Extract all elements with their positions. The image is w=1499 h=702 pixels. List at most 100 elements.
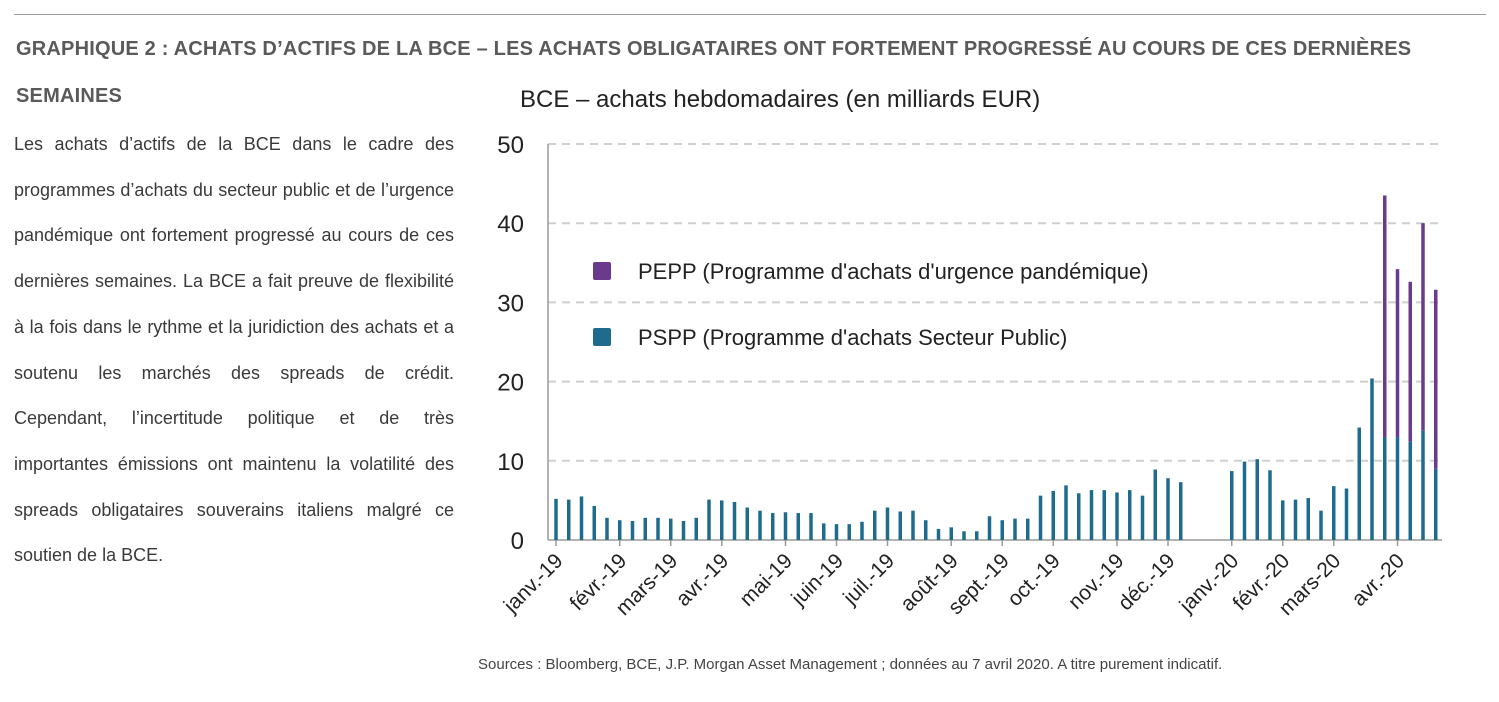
x-tick-label: juin-19: [786, 549, 848, 611]
bar-pspp: [1242, 461, 1247, 540]
y-tick-label: 20: [497, 370, 524, 397]
bar-pspp: [1268, 470, 1272, 540]
bar-pspp: [1357, 427, 1361, 540]
x-tick-label: sept.-19: [944, 549, 1014, 619]
bar-pspp: [987, 516, 992, 540]
bar-pspp: [1038, 495, 1043, 540]
bar-pspp: [1306, 498, 1310, 540]
bar-pspp: [745, 507, 749, 540]
top-rule: [14, 14, 1486, 15]
bar-pspp: [847, 524, 851, 540]
bar-pspp: [605, 517, 609, 540]
bar-pspp: [1230, 471, 1234, 540]
x-tick-label: août-19: [896, 549, 963, 616]
bar-pspp: [567, 499, 571, 540]
bar-pspp: [1000, 520, 1004, 540]
bar-pspp: [1383, 437, 1387, 540]
bar-pspp: [643, 517, 647, 540]
bar-pspp: [720, 500, 724, 540]
bar-pspp: [771, 513, 775, 540]
bar-pspp: [1395, 437, 1400, 540]
bar-pspp: [592, 505, 596, 540]
bar-pspp: [1344, 488, 1349, 540]
bar-pspp: [1077, 493, 1081, 540]
bar-pspp: [783, 512, 788, 540]
bar-pspp: [898, 511, 902, 540]
bar-pspp: [758, 510, 762, 540]
bar-pspp: [1013, 518, 1017, 540]
source-note: Sources : Bloomberg, BCE, J.P. Morgan As…: [478, 656, 1223, 673]
bar-pspp: [975, 531, 979, 540]
bar-pspp: [1166, 478, 1170, 540]
bar-pspp: [911, 510, 915, 540]
bar-pspp: [949, 527, 953, 540]
bar-pepp: [1395, 269, 1400, 438]
x-tick-label: févr.-19: [565, 549, 631, 615]
bar-pepp: [1408, 281, 1412, 442]
bar-pspp: [554, 498, 558, 540]
bar-pspp: [694, 517, 698, 540]
bar-pspp: [681, 520, 686, 540]
bar-pspp: [630, 520, 635, 540]
bar-pspp: [1115, 492, 1119, 540]
x-tick-label: déc.-19: [1114, 549, 1180, 615]
legend-swatch: [593, 328, 611, 346]
x-tick-label: oct.-19: [1003, 549, 1065, 611]
bar-pspp: [1128, 490, 1132, 540]
bar-pspp: [1026, 518, 1030, 540]
bar-pspp: [618, 520, 622, 540]
bar-pspp: [1064, 485, 1068, 540]
bar-pspp: [873, 510, 877, 540]
bar-pspp: [1370, 378, 1374, 540]
bar-pspp: [656, 517, 660, 540]
bar-pspp: [1408, 441, 1412, 540]
y-tick-label: 30: [497, 290, 524, 317]
x-tick-label: mars-20: [1275, 549, 1346, 620]
bar-pepp: [1383, 195, 1387, 438]
bar-pspp: [1281, 500, 1285, 540]
bar-pspp: [1140, 495, 1145, 540]
bar-pspp: [885, 507, 890, 540]
y-tick-label: 50: [497, 132, 524, 159]
legend-swatch: [593, 262, 611, 280]
x-tick-label: juil.-19: [838, 549, 899, 610]
bar-pspp: [822, 523, 826, 540]
bar-pspp: [707, 499, 711, 540]
commentary-text: Les achats d’actifs de la BCE dans le ca…: [14, 134, 454, 566]
x-tick-label: mars-19: [612, 549, 683, 620]
bar-pspp: [1332, 486, 1336, 540]
bar-pspp: [936, 528, 941, 540]
bar-pspp: [1051, 490, 1055, 540]
x-tick-label: mai-19: [735, 549, 797, 611]
legend-label: PSPP (Programme d'achats Secteur Public): [638, 325, 1067, 350]
bar-pepp: [1421, 223, 1425, 431]
bar-pspp: [924, 520, 928, 540]
bar-pepp: [1434, 289, 1438, 469]
figure-headline: GRAPHIQUE 2 : ACHATS D’ACTIFS DE LA BCE …: [16, 38, 1412, 107]
x-tick-label: avr.-20: [1347, 549, 1409, 611]
bar-pspp: [669, 518, 673, 540]
bar-pspp: [834, 524, 839, 540]
bar-pspp: [1434, 468, 1438, 540]
x-tick-label: nov.-19: [1064, 549, 1129, 614]
bar-pspp: [1319, 510, 1323, 540]
bar-pspp: [1293, 499, 1298, 540]
y-tick-label: 40: [497, 211, 524, 238]
bar-pspp: [962, 531, 966, 540]
bar-pspp: [1179, 482, 1183, 540]
bar-pspp: [809, 513, 813, 540]
x-tick-label: janv.-19: [499, 549, 568, 618]
legend-label: PEPP (Programme d'achats d'urgence pandé…: [638, 259, 1149, 284]
chart-title: BCE – achats hebdomadaires (en milliards…: [520, 86, 1041, 113]
bar-pspp: [1153, 469, 1157, 540]
bar-pspp: [732, 501, 737, 540]
bar-pspp: [1102, 490, 1106, 540]
bar-pspp: [1255, 459, 1259, 540]
bar-pspp: [860, 521, 864, 540]
y-tick-label: 10: [497, 449, 524, 476]
y-tick-label: 0: [511, 528, 524, 555]
bar-pspp: [579, 496, 584, 540]
x-tick-label: févr.-20: [1228, 549, 1294, 615]
x-tick-label: janv.-20: [1175, 549, 1244, 618]
bar-pspp: [1089, 490, 1094, 540]
